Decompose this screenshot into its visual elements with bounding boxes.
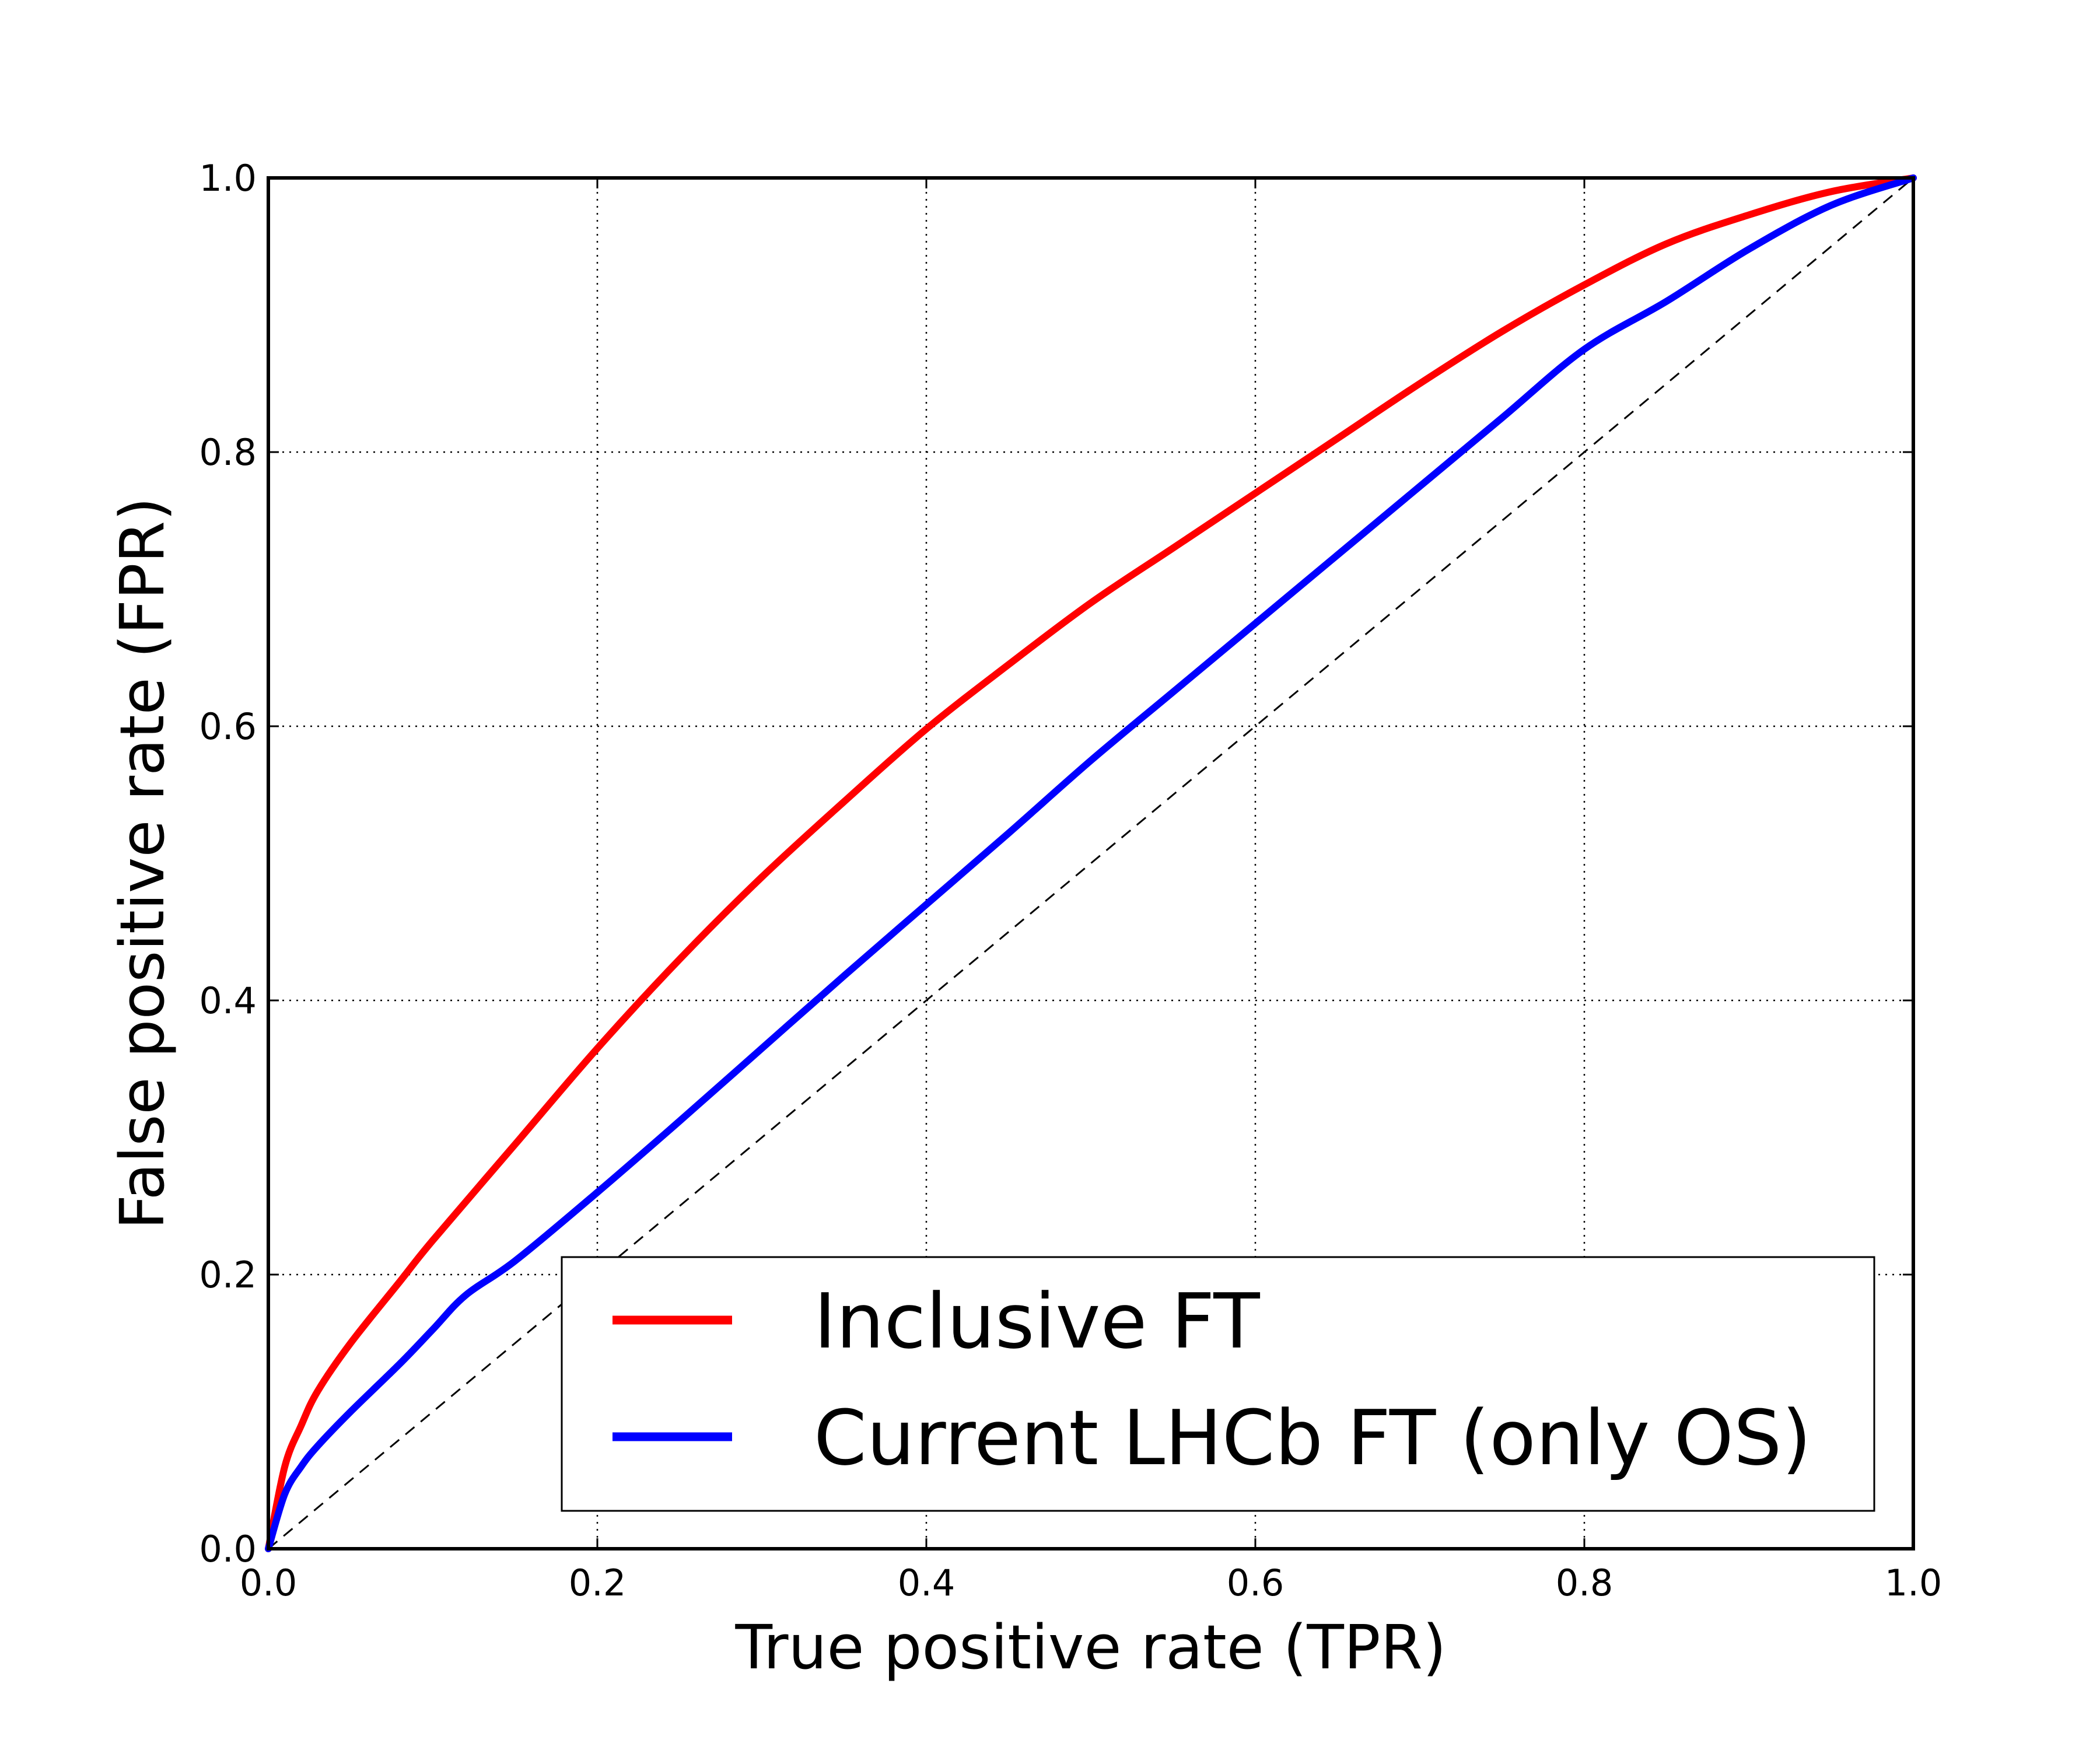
x-tick-label: 0.0 xyxy=(240,1562,298,1604)
series-layer xyxy=(265,174,1917,1552)
x-tick-label: 0.4 xyxy=(898,1562,956,1604)
y-tick-label: 0.2 xyxy=(199,1254,257,1296)
plot-frame xyxy=(267,176,1915,1550)
y-tick-label: 0.0 xyxy=(199,1528,257,1570)
x-tick-label: 0.6 xyxy=(1227,1562,1284,1604)
y-tick-label: 0.6 xyxy=(199,705,257,748)
ticks: 0.0 0.2 0.4 0.6 0.8 1.0 0.0 0.2 0.4 0.6 0.8 1.0 xyxy=(199,157,1942,1604)
x-tick-label: 1.0 xyxy=(1885,1562,1943,1604)
legend-label-inclusive-ft: Inclusive FT xyxy=(814,1277,1260,1366)
y-tick-label: 0.4 xyxy=(199,979,257,1022)
legend: Inclusive FT Current LHCb FT (only OS) xyxy=(561,1256,1875,1512)
y-axis-label: False positive rate (FPR) xyxy=(107,497,178,1229)
series-line-1 xyxy=(265,174,1917,1552)
y-tick-label: 1.0 xyxy=(199,157,257,200)
x-tick-label: 0.8 xyxy=(1556,1562,1614,1604)
series-line-0 xyxy=(265,174,1917,1552)
x-axis-label: True positive rate (TPR) xyxy=(735,1612,1447,1683)
legend-label-current-lhcb-ft: Current LHCb FT (only OS) xyxy=(814,1394,1811,1482)
x-tick-label: 0.2 xyxy=(569,1562,626,1604)
legend-box xyxy=(561,1256,1875,1512)
y-tick-label: 0.8 xyxy=(199,431,257,474)
